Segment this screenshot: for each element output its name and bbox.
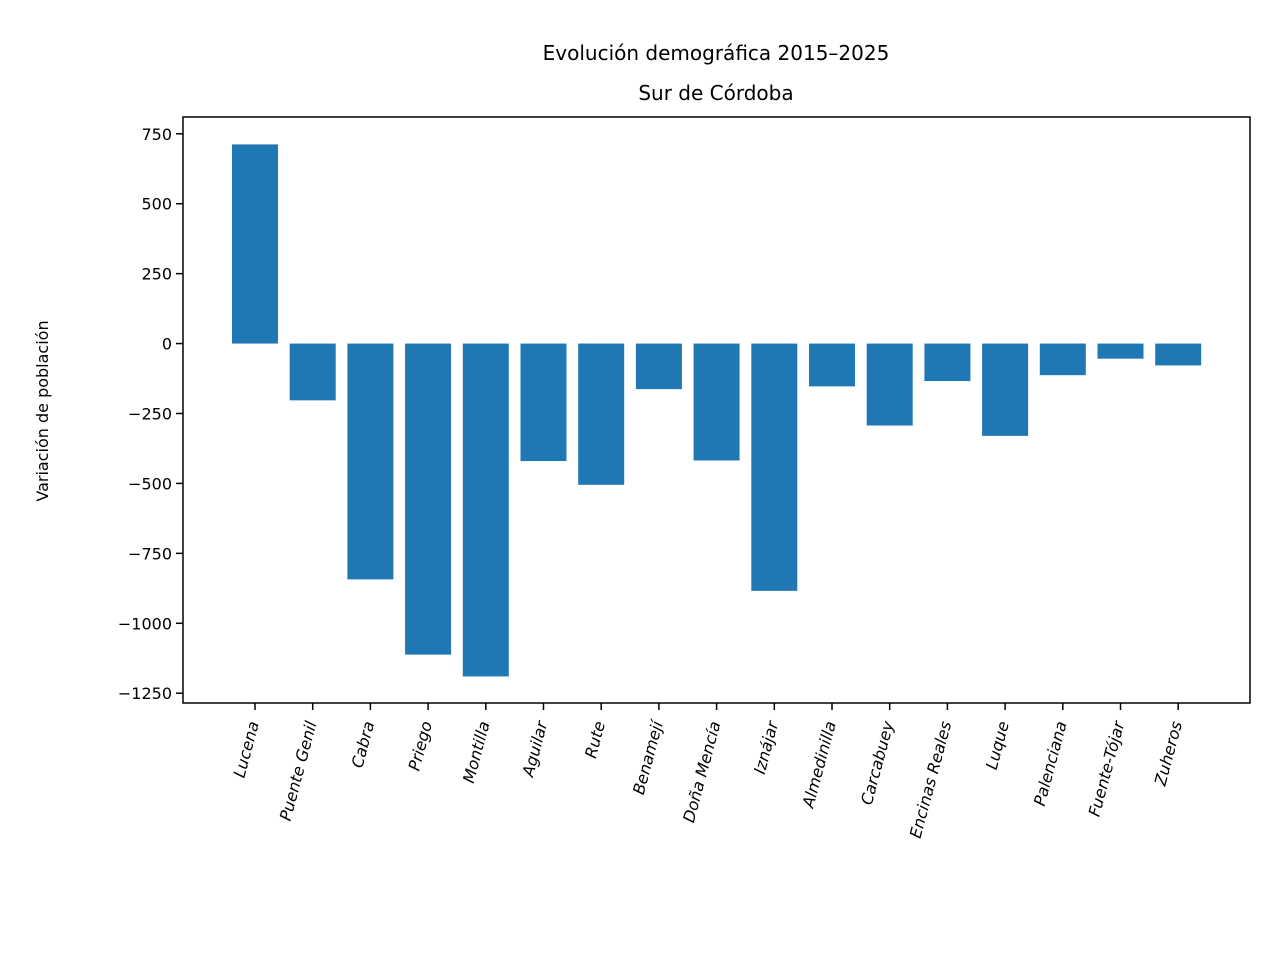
y-tick-label: 250 (141, 265, 172, 284)
x-tick-label: Puente Genil (276, 719, 321, 823)
bar-puente-genil (289, 343, 336, 401)
y-tick-label: 500 (141, 195, 172, 214)
bar-priego (405, 343, 452, 655)
bar-do-a-menc-a (693, 343, 740, 461)
x-tick-label: Priego (405, 719, 436, 773)
bar-carcabuey (866, 343, 913, 426)
x-tick-label: Palenciana (1030, 719, 1071, 808)
x-tick-label: Doña Mencía (679, 719, 724, 824)
plot-area-frame (182, 116, 1251, 704)
y-tick-label: −750 (128, 544, 172, 563)
bars-layer (232, 144, 1202, 677)
y-axis-label: Variación de población (33, 320, 52, 501)
y-tick-label: −500 (128, 474, 172, 493)
y-tick-label: 750 (141, 125, 172, 144)
bar-lucena (232, 144, 278, 344)
x-tick-label: Lucena (230, 719, 263, 780)
x-tick-label: Encinas Reales (906, 719, 955, 840)
chart-subtitle: Sur de Córdoba (638, 81, 793, 105)
bar-encinas-reales (924, 343, 971, 382)
x-tick-label: Aguilar (518, 718, 552, 780)
x-tick-label: Almedinilla (798, 719, 840, 811)
x-tick-label: Fuente-Tójar (1085, 718, 1129, 819)
bar-zuheros (1155, 343, 1202, 366)
x-tick-label: Montilla (459, 719, 494, 785)
x-tick-label: Zuheros (1150, 719, 1186, 788)
bar-montilla (462, 343, 509, 677)
y-axis-ticks: 750 500 250 0 −250 −500 −750 −1000 −1250 (118, 125, 183, 703)
y-tick-label: −1250 (118, 684, 172, 703)
x-tick-label: Iznájar (750, 718, 783, 776)
y-tick-label: 0 (162, 335, 172, 354)
bar-rute (578, 343, 625, 485)
chart-title: Evolución demográfica 2015–2025 (543, 41, 890, 65)
bar-benamej- (635, 343, 682, 390)
bar-fuente-t-jar (1097, 343, 1144, 359)
bar-almedinilla (809, 343, 855, 387)
bar-luque (982, 343, 1029, 436)
x-tick-label: Benamejí (629, 717, 667, 797)
bar-cabra (347, 343, 394, 580)
y-tick-label: −1000 (118, 614, 172, 633)
x-tick-label: Carcabuey (857, 719, 898, 807)
bar-palenciana (1039, 343, 1086, 376)
x-tick-label: Cabra (348, 719, 379, 770)
bar-aguilar (520, 343, 567, 462)
y-tick-label: −250 (128, 404, 172, 423)
x-tick-label: Rute (581, 719, 609, 760)
bar-izn-jar (751, 343, 798, 591)
x-axis-ticks: Lucena Puente Genil Cabra Priego Montilla Agu… (230, 703, 1186, 840)
x-tick-label: Luque (982, 719, 1013, 772)
